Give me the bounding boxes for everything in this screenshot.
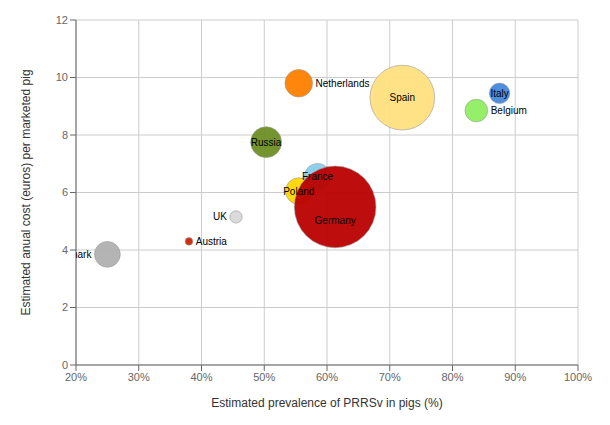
svg-text:2: 2 (62, 301, 68, 313)
svg-text:Netherlands: Netherlands (316, 78, 370, 89)
svg-text:Italy: Italy (490, 88, 508, 99)
svg-text:10: 10 (56, 71, 68, 83)
svg-text:UK: UK (213, 211, 227, 222)
svg-text:Poland: Poland (283, 186, 314, 197)
svg-text:100%: 100% (564, 371, 592, 383)
svg-text:6: 6 (62, 186, 68, 198)
svg-text:80%: 80% (441, 371, 463, 383)
svg-text:Denmark: Denmark (76, 249, 92, 260)
svg-text:Germany: Germany (315, 215, 356, 226)
svg-text:Estimated anual cost (euros) p: Estimated anual cost (euros) per markete… (19, 69, 33, 315)
svg-text:20%: 20% (65, 371, 87, 383)
svg-text:50%: 50% (253, 371, 275, 383)
svg-text:70%: 70% (379, 371, 401, 383)
svg-text:Russia: Russia (251, 137, 282, 148)
svg-text:Spain: Spain (390, 92, 416, 103)
svg-text:90%: 90% (504, 371, 526, 383)
svg-text:12: 12 (56, 14, 68, 26)
svg-text:France: France (302, 171, 334, 182)
svg-text:4: 4 (62, 244, 68, 256)
svg-text:30%: 30% (128, 371, 150, 383)
svg-text:Austria: Austria (196, 236, 228, 247)
svg-text:0: 0 (62, 359, 68, 371)
svg-text:8: 8 (62, 129, 68, 141)
svg-text:Belgium: Belgium (491, 105, 527, 116)
svg-text:60%: 60% (316, 371, 338, 383)
svg-text:Estimated prevalence of PRRSv: Estimated prevalence of PRRSv in pigs (%… (211, 396, 442, 410)
svg-text:40%: 40% (190, 371, 212, 383)
